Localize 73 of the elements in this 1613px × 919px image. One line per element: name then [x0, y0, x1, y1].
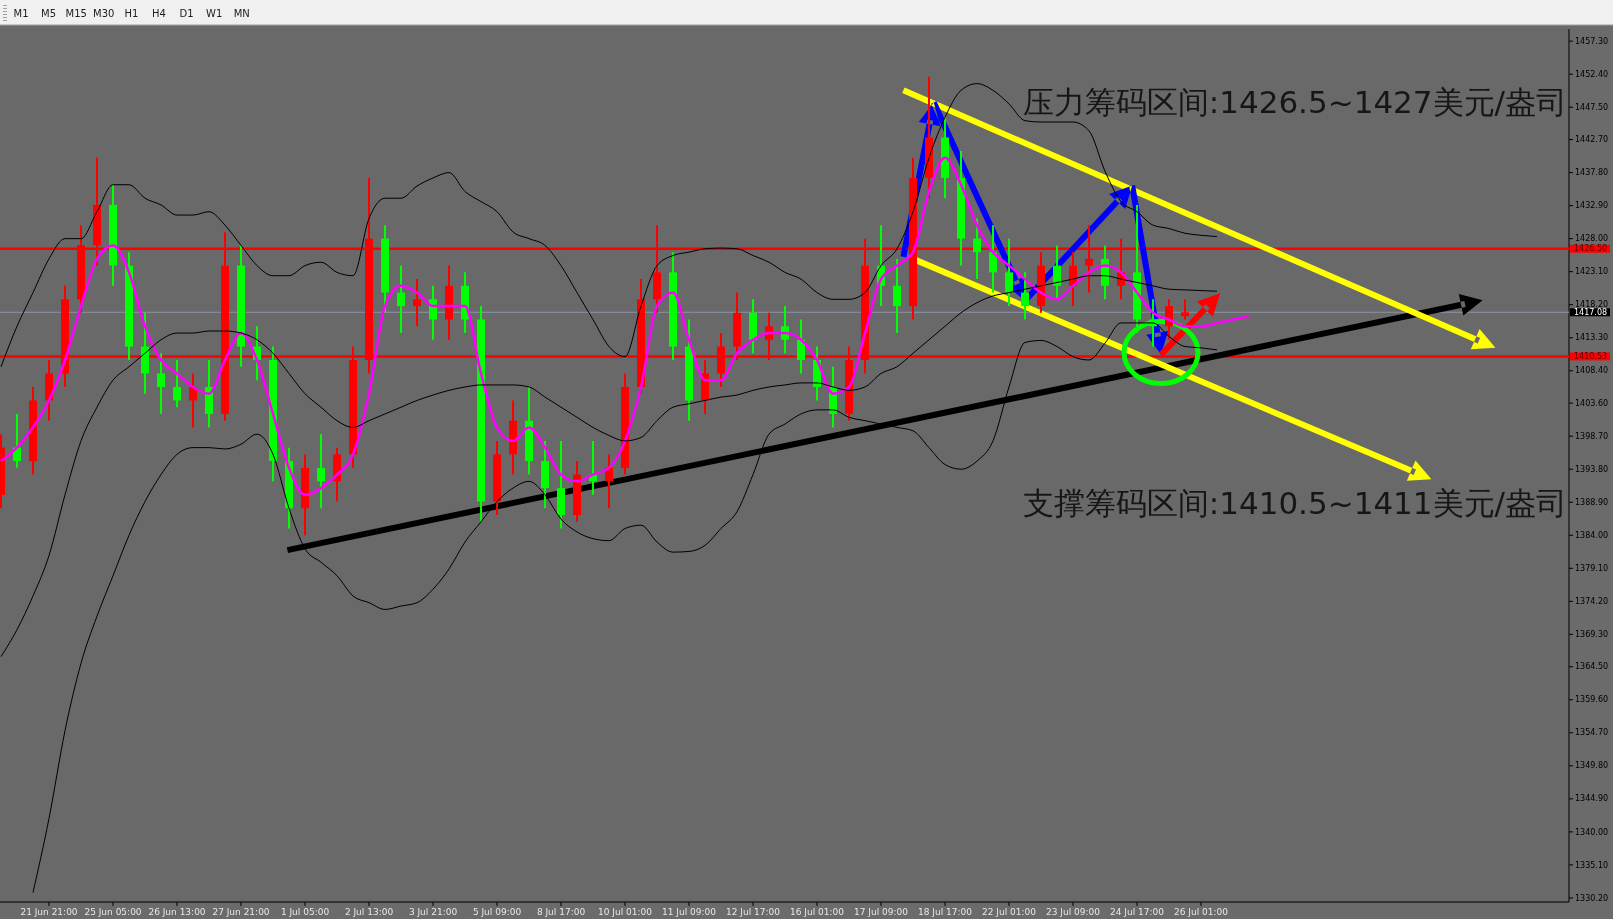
- text: W1: [206, 8, 223, 19]
- y-tick-label: 1349.80: [1575, 761, 1609, 771]
- ref-line-label: 1410.53: [1574, 352, 1608, 362]
- text: H1: [124, 8, 139, 19]
- x-tick-label: 12 Jul 17:00: [726, 907, 781, 917]
- y-tick-label: 1408.40: [1575, 366, 1609, 376]
- y-tick-label: 1398.70: [1575, 431, 1609, 441]
- y-tick-label: 1330.20: [1575, 893, 1609, 903]
- x-tick-label: 3 Jul 21:00: [408, 907, 458, 917]
- y-tick-label: 1418.20: [1575, 300, 1609, 310]
- y-tick-label: 1384.00: [1575, 530, 1609, 540]
- x-tick-label: 17 Jul 09:00: [854, 907, 909, 917]
- x-tick-label: 11 Jul 09:00: [662, 907, 717, 917]
- y-tick-label: 1423.10: [1575, 267, 1609, 277]
- y-tick-label: 1413.30: [1575, 333, 1609, 343]
- x-tick-label: 16 Jul 01:00: [790, 907, 845, 917]
- text: M5: [41, 8, 57, 19]
- candlestick: [173, 359, 181, 409]
- x-tick-label: 27 Jun 21:00: [212, 907, 270, 917]
- y-tick-label: 1379.10: [1575, 563, 1609, 573]
- y-tick-label: 1393.80: [1575, 464, 1609, 474]
- candlestick: [1053, 244, 1061, 301]
- candlestick: [413, 278, 421, 328]
- y-tick-label: 1403.60: [1575, 398, 1609, 408]
- candlestick: [1021, 271, 1029, 321]
- x-tick-label: 21 Jun 21:00: [20, 907, 78, 917]
- x-tick-label: 2 Jul 13:00: [344, 907, 394, 917]
- x-tick-label: 8 Jul 17:00: [536, 907, 586, 917]
- x-tick-label: 25 Jun 05:00: [84, 907, 142, 917]
- candlestick: [893, 257, 901, 335]
- y-tick-label: 1364.50: [1575, 662, 1609, 672]
- candlestick: [1181, 298, 1189, 321]
- x-tick-label: 5 Jul 09:00: [472, 907, 522, 917]
- text: M30: [93, 8, 115, 19]
- text: D1: [179, 8, 194, 19]
- text: M1: [13, 8, 29, 19]
- text: H4: [152, 8, 166, 19]
- x-tick-label: 22 Jul 01:00: [982, 907, 1037, 917]
- text: M15: [65, 8, 87, 19]
- y-tick-label: 1340.00: [1575, 827, 1609, 837]
- y-tick-label: 1335.10: [1575, 860, 1609, 870]
- y-tick-label: 1437.80: [1575, 168, 1609, 178]
- annotation: 支撑筹码区间:1410.5~1411美元/盎司: [1022, 485, 1567, 521]
- y-tick-label: 1457.30: [1575, 36, 1609, 46]
- x-tick-label: 26 Jul 01:00: [1174, 907, 1229, 917]
- y-tick-label: 1442.70: [1575, 135, 1609, 145]
- x-tick-label: 23 Jul 09:00: [1046, 907, 1101, 917]
- candlestick: [397, 264, 405, 335]
- y-tick-label: 1447.50: [1575, 102, 1609, 112]
- x-tick-label: 26 Jun 13:00: [148, 907, 206, 917]
- annotation: 压力筹码区间:1426.5~1427美元/盎司: [1022, 84, 1567, 120]
- y-tick-label: 1432.90: [1575, 201, 1609, 211]
- candlestick: [797, 318, 805, 375]
- text: MN: [233, 8, 250, 19]
- y-tick-label: 1369.30: [1575, 630, 1609, 640]
- candlestick: [157, 352, 165, 415]
- x-tick-label: 24 Jul 17:00: [1110, 907, 1165, 917]
- candlestick: [973, 217, 981, 281]
- x-tick-label: 10 Jul 01:00: [598, 907, 653, 917]
- ref-line-label: 1426.50: [1574, 244, 1608, 254]
- y-tick-label: 1452.40: [1575, 69, 1609, 79]
- x-tick-label: 1 Jul 05:00: [280, 907, 330, 917]
- x-tick-label: 18 Jul 17:00: [918, 907, 973, 917]
- y-tick-label: 1388.90: [1575, 497, 1609, 507]
- y-tick-label: 1344.90: [1575, 794, 1609, 804]
- ref-line-label: 1417.08: [1574, 307, 1608, 317]
- y-tick-label: 1354.70: [1575, 728, 1609, 738]
- candlestick: [317, 433, 325, 510]
- y-tick-label: 1428.00: [1575, 234, 1609, 244]
- y-tick-label: 1359.60: [1575, 695, 1609, 705]
- y-tick-label: 1374.20: [1575, 596, 1609, 606]
- candlestick: [429, 284, 437, 341]
- candlestick: [1005, 237, 1013, 308]
